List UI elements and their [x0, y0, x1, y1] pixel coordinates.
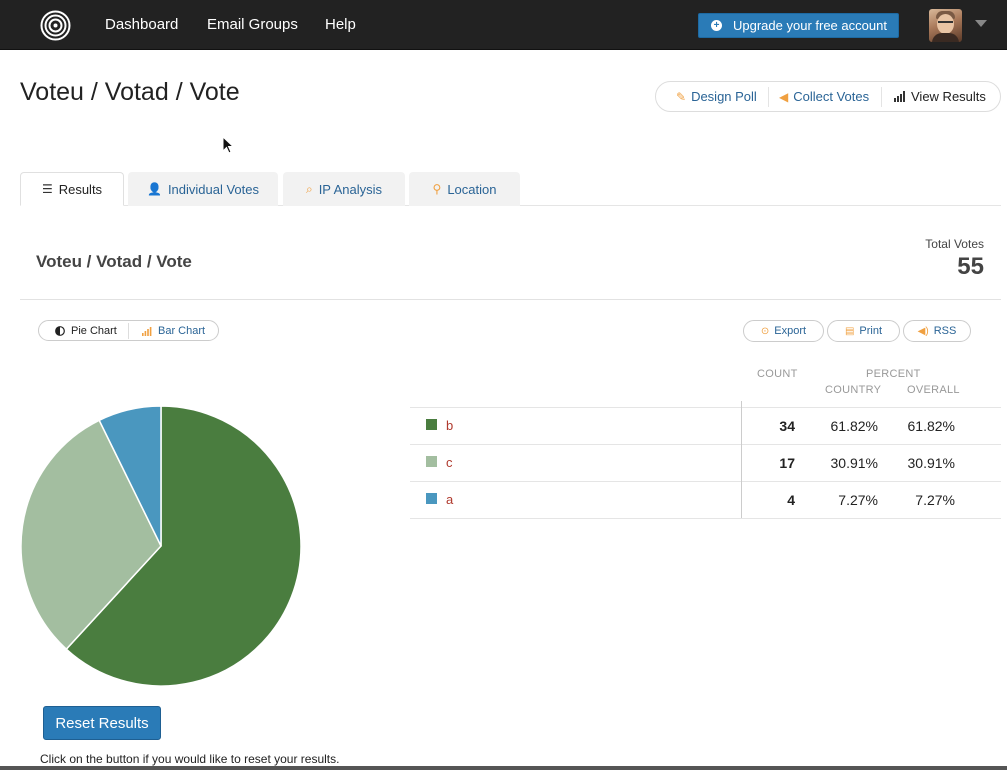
view-results-label: View Results: [911, 89, 986, 104]
rss-button[interactable]: ◀) RSS: [903, 320, 971, 342]
collect-votes-button[interactable]: ◀ Collect Votes: [779, 89, 869, 104]
pie-chart-icon: [55, 326, 65, 336]
total-votes-value: 55: [957, 253, 984, 280]
print-button[interactable]: ▤ Print: [827, 320, 900, 342]
search-icon: ⌕: [305, 181, 313, 196]
table-row-border: [410, 407, 1001, 408]
option-percent-overall: 30.91%: [907, 455, 955, 471]
bar-chart-label: Bar Chart: [158, 325, 206, 337]
printer-icon: ▤: [844, 325, 855, 337]
collect-votes-label: Collect Votes: [793, 89, 870, 104]
option-percent-overall: 7.27%: [915, 492, 955, 508]
avatar[interactable]: [929, 9, 962, 42]
page-title: Voteu / Votad / Vote: [20, 78, 240, 106]
reset-results-button[interactable]: Reset Results: [43, 706, 161, 740]
pencil-icon: ✎: [676, 89, 687, 104]
count-header: COUNT: [757, 368, 798, 380]
export-icon: ⊙: [760, 325, 770, 337]
option-label: b: [446, 418, 454, 433]
option-percent-country: 30.91%: [830, 455, 878, 471]
bar-chart-icon: [894, 91, 905, 102]
option-count: 17: [779, 455, 795, 471]
results-pie-chart: [20, 405, 302, 687]
pie-slice-b[interactable]: [65, 405, 302, 687]
option-percent-country: 61.82%: [830, 418, 878, 434]
nav-dashboard[interactable]: Dashboard: [105, 16, 179, 33]
legend-swatch: [426, 493, 437, 504]
section-divider: [20, 299, 1001, 300]
option-percent-country: 7.27%: [838, 492, 878, 508]
tab-location[interactable]: ⚲ Location: [409, 172, 520, 206]
upgrade-label: Upgrade your free account: [733, 18, 887, 33]
option-label: a: [446, 492, 454, 507]
export-button[interactable]: ⊙ Export: [743, 320, 824, 342]
reset-help-text: Click on the button if you would like to…: [40, 752, 340, 766]
tab-location-label: Location: [447, 181, 497, 197]
plus-circle-icon: +: [711, 20, 722, 31]
option-count: 34: [779, 418, 795, 434]
view-results-button[interactable]: View Results: [894, 89, 986, 104]
nav-help[interactable]: Help: [325, 16, 356, 33]
percent-header: PERCENT: [866, 368, 921, 380]
top-navbar: Dashboard Email Groups Help + Upgrade yo…: [0, 0, 1007, 50]
bar-chart-icon: [142, 326, 152, 336]
table-column-divider: [741, 401, 742, 518]
bottom-scrollbar: [0, 766, 1007, 770]
megaphone-icon: ◀: [779, 89, 789, 104]
nav-email-groups[interactable]: Email Groups: [207, 16, 298, 33]
bar-chart-toggle[interactable]: Bar Chart: [142, 325, 205, 337]
upgrade-account-button[interactable]: + Upgrade your free account: [698, 13, 899, 38]
tab-ip-analysis-label: IP Analysis: [318, 181, 383, 197]
option-count: 4: [787, 492, 795, 508]
design-poll-button[interactable]: ✎ Design Poll: [676, 89, 757, 104]
legend-swatch: [426, 456, 437, 467]
rss-label: RSS: [933, 325, 957, 337]
pie-chart-label: Pie Chart: [71, 325, 117, 337]
tab-individual-votes-label: Individual Votes: [167, 181, 260, 197]
chevron-down-icon[interactable]: [975, 20, 987, 27]
total-votes-label: Total Votes: [925, 237, 984, 251]
country-header: COUNTRY: [825, 384, 882, 396]
pie-slice-c[interactable]: [20, 419, 162, 651]
chart-type-toggle: Pie Chart Bar Chart: [38, 320, 219, 341]
list-icon: ☰: [41, 182, 53, 196]
tab-results[interactable]: ☰ Results: [20, 172, 124, 206]
table-row-border: [410, 481, 1001, 482]
tab-individual-votes[interactable]: 👤 Individual Votes: [128, 172, 278, 206]
tab-results-label: Results: [58, 181, 103, 197]
option-percent-overall: 61.82%: [907, 418, 955, 434]
print-label: Print: [859, 325, 883, 337]
pie-chart-toggle[interactable]: Pie Chart: [55, 325, 117, 337]
map-pin-icon: ⚲: [432, 182, 442, 196]
table-row-border: [410, 444, 1001, 445]
tab-ip-analysis[interactable]: ⌕ IP Analysis: [283, 172, 405, 206]
export-label: Export: [774, 325, 807, 337]
table-row-border: [410, 518, 1001, 519]
legend-swatch: [426, 419, 437, 430]
poll-title: Voteu / Votad / Vote: [36, 252, 192, 271]
option-label: c: [446, 455, 453, 470]
logo-icon[interactable]: [40, 10, 71, 41]
poll-actions: ✎ Design Poll ◀ Collect Votes View Resul…: [655, 81, 1001, 112]
mouse-cursor-icon: [222, 136, 234, 154]
overall-header: OVERALL: [907, 384, 960, 396]
design-poll-label: Design Poll: [691, 89, 757, 104]
pie-slice-a[interactable]: [98, 405, 162, 547]
user-icon: 👤: [146, 182, 162, 196]
rss-icon: ◀): [917, 325, 929, 337]
